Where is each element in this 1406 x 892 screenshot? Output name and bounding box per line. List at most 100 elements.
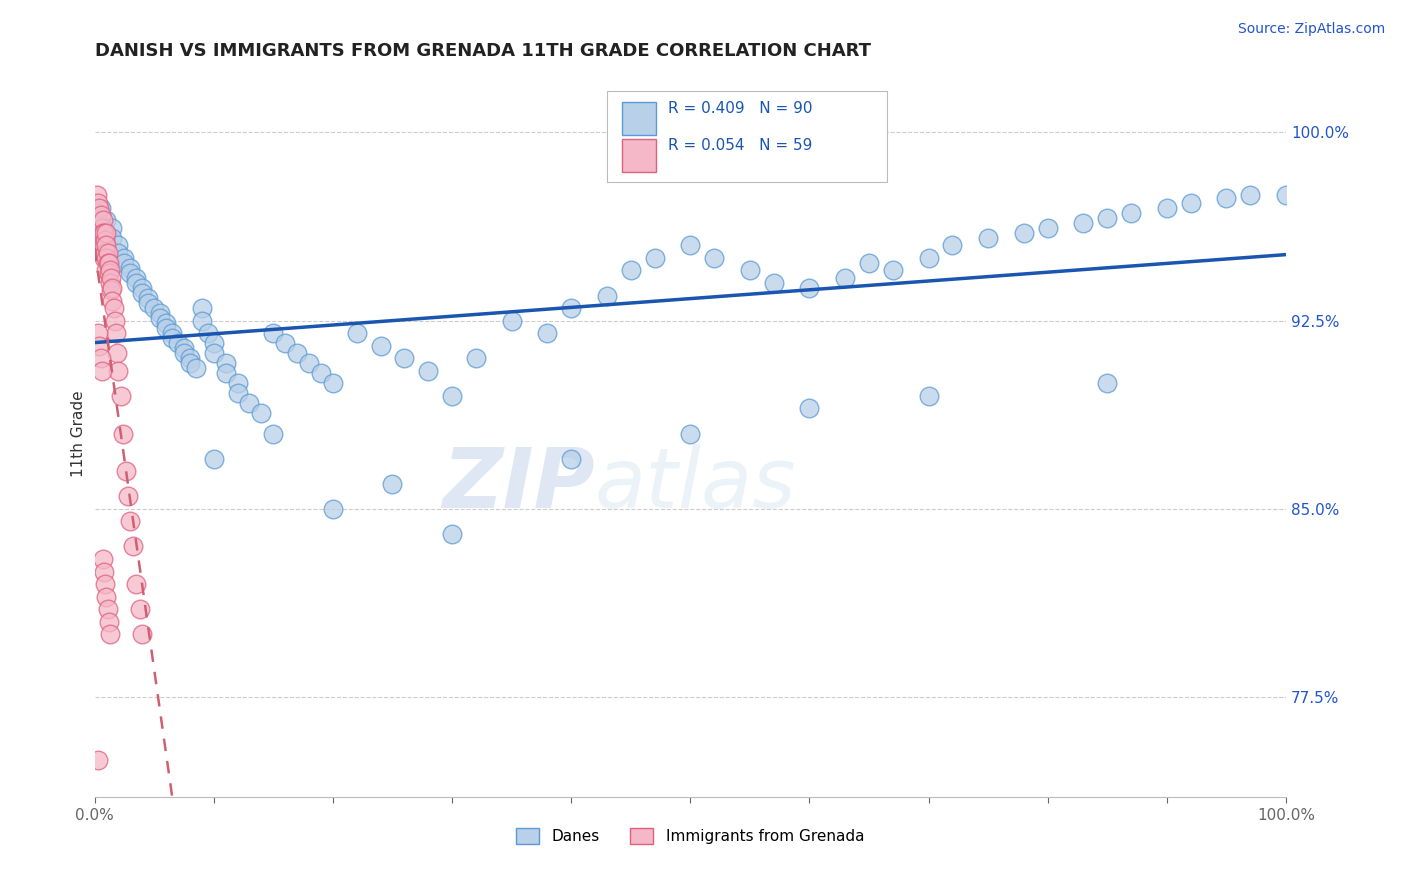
Point	[1097, 376, 1119, 391]
Point	[112, 426, 135, 441]
Point	[1275, 188, 1298, 202]
Point	[917, 251, 939, 265]
Point	[86, 188, 108, 202]
Point	[97, 245, 120, 260]
Point	[91, 213, 114, 227]
Point	[125, 577, 148, 591]
Point	[107, 364, 129, 378]
Point	[941, 238, 963, 252]
Point	[101, 281, 124, 295]
Point	[679, 238, 702, 252]
Point	[104, 313, 127, 327]
Point	[94, 577, 117, 591]
Point	[98, 276, 121, 290]
Point	[90, 201, 112, 215]
Point	[184, 361, 207, 376]
Point	[96, 590, 118, 604]
Point	[370, 339, 392, 353]
Point	[226, 376, 249, 391]
Point	[90, 351, 112, 366]
Point	[1180, 195, 1202, 210]
Point	[799, 401, 821, 416]
Point	[620, 263, 643, 277]
Point	[107, 245, 129, 260]
Point	[114, 464, 136, 478]
Point	[1073, 216, 1095, 230]
Point	[191, 301, 214, 315]
Point	[112, 256, 135, 270]
Point	[394, 351, 416, 366]
Point	[90, 208, 112, 222]
Point	[136, 296, 159, 310]
Point	[440, 389, 463, 403]
Point	[91, 238, 114, 252]
Point	[440, 527, 463, 541]
Text: Source: ZipAtlas.com: Source: ZipAtlas.com	[1237, 22, 1385, 37]
Point	[97, 256, 120, 270]
Point	[738, 263, 761, 277]
Point	[309, 367, 332, 381]
Y-axis label: 11th Grade: 11th Grade	[72, 390, 86, 477]
Point	[96, 226, 118, 240]
Point	[120, 266, 142, 280]
Point	[98, 627, 121, 641]
Point	[202, 451, 225, 466]
Text: R = 0.054   N = 59: R = 0.054 N = 59	[668, 137, 813, 153]
Point	[90, 231, 112, 245]
Point	[120, 260, 142, 275]
Point	[155, 316, 177, 330]
Point	[149, 306, 172, 320]
Point	[128, 602, 150, 616]
Point	[703, 251, 725, 265]
Point	[1156, 201, 1178, 215]
Point	[238, 396, 260, 410]
Point	[179, 351, 201, 366]
FancyBboxPatch shape	[623, 139, 655, 171]
Point	[262, 326, 284, 340]
Point	[1012, 226, 1035, 240]
Point	[799, 281, 821, 295]
Text: DANISH VS IMMIGRANTS FROM GRENADA 11TH GRADE CORRELATION CHART: DANISH VS IMMIGRANTS FROM GRENADA 11TH G…	[94, 42, 870, 60]
Point	[105, 346, 128, 360]
Point	[1119, 205, 1142, 219]
Point	[97, 256, 120, 270]
Point	[96, 238, 118, 252]
Point	[87, 326, 110, 340]
Point	[346, 326, 368, 340]
Point	[91, 226, 114, 240]
Point	[89, 339, 111, 353]
Point	[121, 540, 143, 554]
Point	[131, 281, 153, 295]
FancyBboxPatch shape	[623, 103, 655, 136]
Point	[120, 515, 142, 529]
Point	[834, 271, 856, 285]
Point	[101, 293, 124, 308]
Point	[96, 226, 118, 240]
Point	[93, 238, 115, 252]
Point	[418, 364, 440, 378]
Point	[536, 326, 558, 340]
Point	[93, 226, 115, 240]
Text: R = 0.409   N = 90: R = 0.409 N = 90	[668, 102, 813, 116]
Point	[86, 205, 108, 219]
Point	[110, 389, 132, 403]
Point	[274, 336, 297, 351]
Point	[250, 407, 273, 421]
Point	[214, 356, 236, 370]
Point	[160, 326, 183, 340]
Point	[93, 565, 115, 579]
Point	[762, 276, 785, 290]
Point	[173, 341, 195, 355]
Point	[131, 627, 153, 641]
Point	[112, 251, 135, 265]
Point	[143, 301, 166, 315]
Point	[98, 263, 121, 277]
Point	[1036, 220, 1059, 235]
Point	[91, 552, 114, 566]
FancyBboxPatch shape	[607, 92, 887, 183]
Point	[596, 288, 619, 302]
Point	[560, 451, 582, 466]
Point	[173, 346, 195, 360]
Point	[155, 321, 177, 335]
Point	[136, 291, 159, 305]
